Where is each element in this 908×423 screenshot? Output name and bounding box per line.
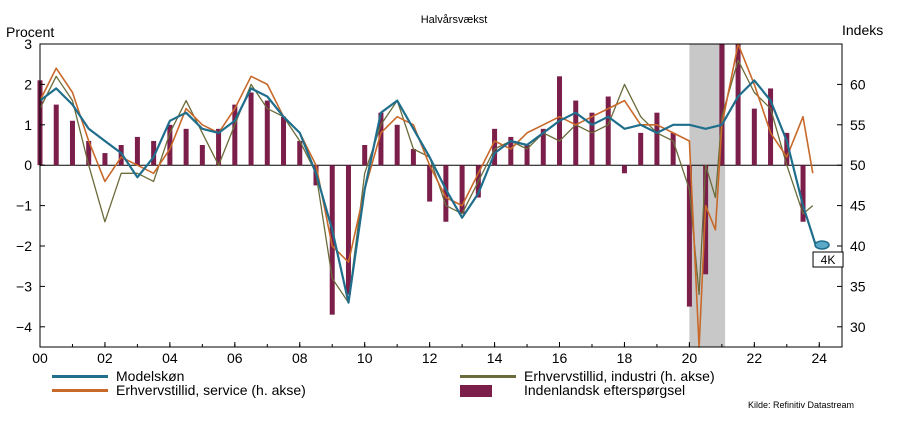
demand-bar	[540, 128, 546, 166]
demand-bar	[329, 165, 335, 315]
x-tick-label: 10	[357, 350, 373, 366]
demand-bar	[670, 132, 676, 166]
demand-bar	[232, 104, 238, 166]
demand-bar	[735, 44, 741, 166]
demand-bar	[248, 92, 254, 166]
left-tick-label: −1	[16, 198, 32, 214]
left-tick-label: 1	[24, 117, 32, 133]
right-tick-label: 60	[850, 76, 866, 92]
x-tick-label: 00	[32, 350, 48, 366]
legend-label-demand: Indenlandsk efterspørgsel	[524, 382, 686, 398]
end-label: 4K	[821, 253, 836, 267]
demand-bar	[167, 124, 173, 166]
demand-bar	[264, 100, 270, 166]
demand-bar	[800, 165, 806, 222]
demand-bar	[751, 108, 757, 166]
legend-service: Erhvervstillid, service (h. akse)	[52, 382, 306, 398]
demand-bar	[281, 116, 287, 166]
demand-bar	[573, 100, 579, 166]
demand-bar	[686, 165, 692, 307]
right-tick-label: 35	[850, 278, 866, 294]
legend-label-service: Erhvervstillid, service (h. akse)	[116, 382, 306, 398]
legend-swatch-modelskon	[52, 374, 108, 378]
legend-swatch-service	[52, 388, 108, 392]
demand-bar	[199, 145, 205, 166]
demand-bar	[53, 104, 59, 166]
demand-bar	[524, 145, 530, 166]
demand-bar	[508, 136, 514, 166]
demand-bar	[183, 128, 189, 166]
x-tick-label: 02	[97, 350, 113, 366]
left-tick-label: 2	[24, 76, 32, 92]
industri-line	[39, 59, 814, 304]
left-tick-label: 3	[24, 36, 32, 52]
x-tick-label: 04	[162, 350, 178, 366]
demand-bar	[654, 112, 660, 166]
right-tick-label: 55	[850, 117, 866, 133]
demand-bar	[784, 132, 790, 166]
right-axis-unit: Indeks	[842, 22, 884, 38]
x-tick-label: 12	[422, 350, 438, 366]
demand-bar	[69, 120, 75, 166]
demand-bar	[427, 165, 433, 202]
demand-bar	[378, 112, 384, 166]
demand-bar	[134, 136, 140, 166]
legend-modelskon: Modelskøn	[52, 368, 184, 384]
demand-bar	[589, 112, 595, 166]
demand-bar	[297, 140, 303, 166]
demand-bar	[605, 96, 611, 166]
source-note: Kilde: Refinitiv Datastream	[748, 400, 855, 410]
x-tick-label: 24	[811, 350, 827, 366]
demand-bar	[394, 124, 400, 166]
plot-frame	[39, 43, 843, 348]
left-tick-label: −4	[16, 319, 32, 335]
right-tick-label: 40	[850, 238, 866, 254]
demand-bar	[102, 153, 108, 166]
legend-demand: Indenlandsk efterspørgsel	[460, 382, 685, 398]
legend-label-industri: Erhvervstillid, industri (h. akse)	[524, 368, 715, 384]
end-label-box	[812, 251, 844, 268]
left-tick-label: −3	[16, 278, 32, 294]
legend-label-modelskon: Modelskøn	[116, 368, 185, 384]
x-tick-label: 16	[552, 350, 568, 366]
demand-bar	[638, 132, 644, 166]
demand-bar	[362, 145, 368, 166]
x-tick-label: 20	[682, 350, 698, 366]
left-tick-label: −2	[16, 238, 32, 254]
right-tick-label: 30	[850, 319, 866, 335]
right-tick-label: 45	[850, 198, 866, 214]
x-tick-label: 14	[487, 350, 503, 366]
x-tick-label: 06	[227, 350, 243, 366]
left-axis-unit: Procent	[6, 24, 55, 40]
legend-swatch-industri	[460, 374, 516, 378]
x-tick-label: 22	[747, 350, 763, 366]
demand-bar	[151, 140, 157, 166]
x-tick-label: 08	[292, 350, 308, 366]
demand-bar	[410, 149, 416, 166]
end-marker-dot	[814, 240, 830, 250]
demand-bar	[345, 165, 351, 295]
chart-title: Halvårsvækst	[420, 14, 488, 26]
service-line	[39, 43, 814, 348]
modelskon-line	[39, 79, 818, 304]
right-tick-label: 50	[850, 157, 866, 173]
demand-bar	[621, 165, 627, 174]
legend-swatch-demand	[460, 384, 516, 397]
x-tick-label: 18	[617, 350, 633, 366]
legend-industri: Erhvervstillid, industri (h. akse)	[460, 368, 715, 384]
demand-bar	[492, 128, 498, 166]
demand-bar	[443, 165, 449, 222]
demand-bar	[719, 44, 725, 166]
demand-bar	[216, 128, 222, 166]
demand-bar	[768, 88, 774, 166]
demand-bar	[86, 140, 92, 166]
left-tick-label: 0	[24, 157, 32, 173]
demand-bar	[118, 145, 124, 166]
demand-bar	[459, 165, 465, 214]
